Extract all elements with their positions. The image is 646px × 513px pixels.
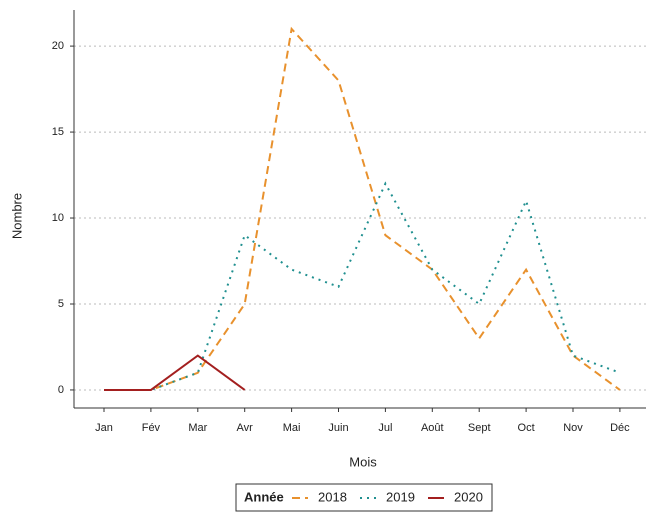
- x-tick-label: Nov: [563, 422, 583, 434]
- x-tick-label: Sept: [468, 422, 491, 434]
- x-tick-label: Avr: [237, 422, 254, 434]
- legend-label: 2020: [454, 489, 483, 504]
- legend-box: [235, 483, 493, 512]
- series-line: [104, 181, 621, 391]
- legend-label: 2019: [386, 489, 415, 504]
- y-tick-label: 0: [58, 384, 64, 396]
- legend-label: 2018: [318, 489, 347, 504]
- series-line: [104, 26, 621, 391]
- x-tick-label: Oct: [518, 422, 535, 434]
- x-tick-label: Déc: [610, 422, 630, 434]
- y-tick-label: 5: [58, 298, 64, 310]
- x-tick-label: Août: [421, 422, 444, 434]
- x-tick-label: Mai: [283, 422, 301, 434]
- x-axis-label: Mois: [349, 454, 377, 469]
- y-axis-label: Nombre: [9, 193, 24, 239]
- x-tick-label: Jan: [95, 422, 113, 434]
- x-tick-label: Juin: [328, 422, 348, 434]
- y-tick-label: 10: [52, 212, 64, 224]
- x-tick-label: Jul: [378, 422, 392, 434]
- series-line: [104, 354, 246, 391]
- x-tick-label: Mar: [188, 422, 207, 434]
- x-tick-label: Fév: [142, 422, 161, 434]
- y-tick-label: 20: [52, 40, 64, 52]
- legend-title: Année: [244, 489, 284, 504]
- y-tick-label: 15: [52, 126, 64, 138]
